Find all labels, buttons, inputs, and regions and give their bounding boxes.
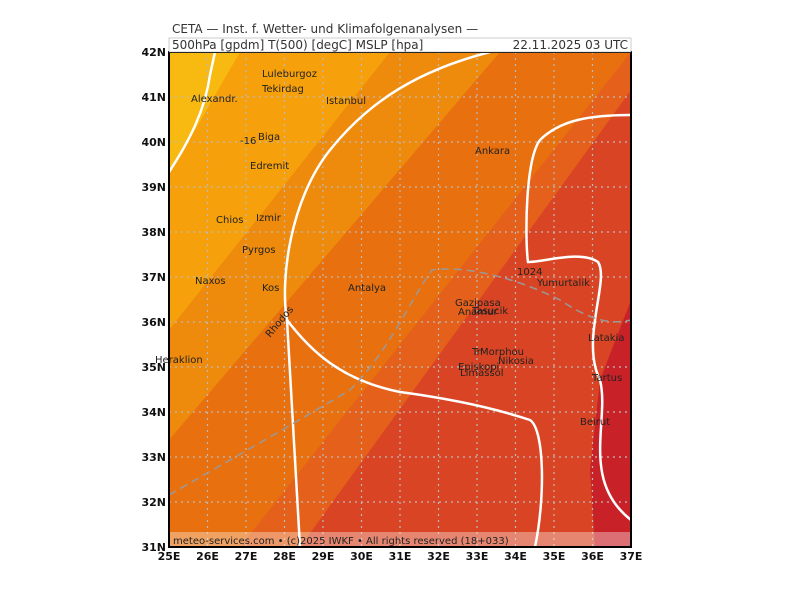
place-label: Nikosia xyxy=(498,356,534,367)
lat-label: 37N xyxy=(141,271,166,284)
lat-label: 32N xyxy=(141,496,166,509)
place-label: Pyrgos xyxy=(242,245,276,256)
place-label: Morphou xyxy=(480,347,524,358)
place-label: Naxos xyxy=(195,276,226,287)
lat-label: 34N xyxy=(141,406,166,419)
lon-label: 30E xyxy=(350,550,373,563)
lon-label: 29E xyxy=(312,550,335,563)
lon-label: 36E xyxy=(581,550,604,563)
lat-label: 31N xyxy=(141,541,166,554)
place-label: Episkopi xyxy=(458,362,499,373)
place-label: Tekirdag xyxy=(261,84,304,95)
contour-label: -16 xyxy=(240,136,256,147)
place-label: Alexandr. xyxy=(191,94,238,105)
header-title: CETA — Inst. f. Wetter- und Klimafolgena… xyxy=(172,22,478,36)
place-label: Chios xyxy=(216,215,243,226)
lon-label: 26E xyxy=(196,550,219,563)
grid xyxy=(169,52,631,547)
place-label: Kos xyxy=(262,283,279,294)
pressure-lines xyxy=(169,268,631,496)
place-label: Tasucik xyxy=(471,306,508,317)
lon-label: 31E xyxy=(389,550,412,563)
footer: meteo-services.com • (c)2025 IWKF • All … xyxy=(173,536,509,547)
lon-label: 25E xyxy=(158,550,181,563)
lon-label: 34E xyxy=(504,550,527,563)
place-label: Antalya xyxy=(348,283,386,294)
place-label: Ankara xyxy=(475,146,510,157)
lon-label: 27E xyxy=(235,550,258,563)
lon-label: 28E xyxy=(273,550,296,563)
place-label: Limassol xyxy=(460,368,504,379)
lat-label: 38N xyxy=(141,226,166,239)
lat-label: 41N xyxy=(141,91,166,104)
contours xyxy=(169,52,631,547)
place-label: Biga xyxy=(258,132,280,143)
header-box xyxy=(168,37,632,53)
place-label: Tartus xyxy=(591,373,622,384)
place-label: Edremit xyxy=(250,161,289,172)
place-label: Izmir xyxy=(256,213,282,224)
lat-label: 36N xyxy=(141,316,166,329)
place-label: Luleburgoz xyxy=(262,69,317,80)
lat-label: 39N xyxy=(141,181,166,194)
place-label: Anamur xyxy=(458,307,498,318)
lat-label: 40N xyxy=(141,136,166,149)
lat-label: 35N xyxy=(141,361,166,374)
lat-label: 42N xyxy=(141,46,166,59)
place-label: Tr xyxy=(471,347,482,358)
lon-label: 33E xyxy=(466,550,489,563)
header-date: 22.11.2025 03 UTC xyxy=(513,38,628,52)
contour-label: 1024 xyxy=(517,267,542,278)
place-label: Heraklion xyxy=(155,355,203,366)
lon-label: 32E xyxy=(427,550,450,563)
lat-label: 33N xyxy=(141,451,166,464)
lon-label: 35E xyxy=(543,550,566,563)
place-label: Istanbul xyxy=(326,96,366,107)
place-label: Gazipasa xyxy=(455,298,501,309)
place-label: Yumurtalik xyxy=(536,278,590,289)
temperature-bands xyxy=(169,52,631,547)
lon-label: 37E xyxy=(620,550,643,563)
place-label: Latakia xyxy=(588,333,624,344)
place-label: Beirut xyxy=(580,417,610,428)
header-subtitle: 500hPa [gpdm] T(500) [degC] MSLP [hpa] xyxy=(172,38,423,52)
